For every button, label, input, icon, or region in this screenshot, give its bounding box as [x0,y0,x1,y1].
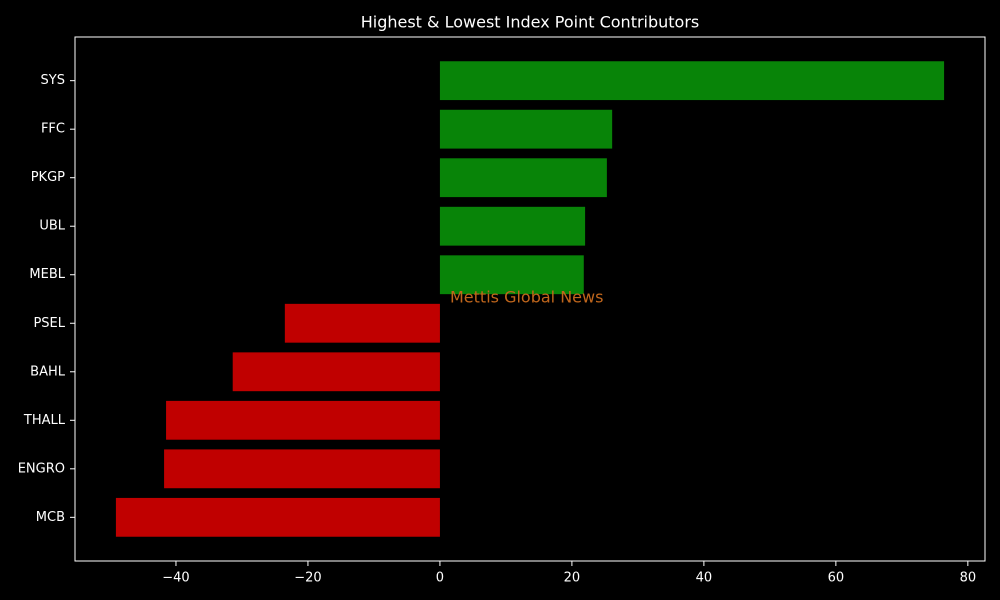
x-tick-label: 20 [564,571,581,586]
y-tick-label: UBL [39,219,65,234]
bar [164,449,440,489]
y-tick-label: PKGP [31,170,65,185]
plot-frame [74,36,986,562]
bar [439,109,613,149]
bar [232,352,440,392]
y-tick-label: FFC [41,122,65,137]
chart-title: Highest & Lowest Index Point Contributor… [361,13,700,32]
bar [439,158,607,198]
y-tick-label: BAHL [30,364,66,379]
y-tick-label: THALL [23,413,66,428]
x-tick-label: −40 [162,571,189,586]
bar [115,497,440,537]
y-tick-label: ENGRO [18,461,65,476]
y-tick-label: SYS [41,73,65,88]
x-tick-label: 40 [696,571,713,586]
y-tick-label: MEBL [29,267,65,282]
y-tick-label: PSEL [33,316,65,331]
bar [439,61,945,101]
bar [166,400,440,440]
bar [439,255,584,295]
watermark: Mettis Global News [450,288,603,307]
bar [284,303,440,343]
x-tick-label: 60 [828,571,845,586]
x-tick-label: 0 [436,571,444,586]
y-tick-label: MCB [36,510,65,525]
x-tick-label: 80 [960,571,977,586]
x-tick-label: −20 [294,571,321,586]
bar [439,206,586,246]
